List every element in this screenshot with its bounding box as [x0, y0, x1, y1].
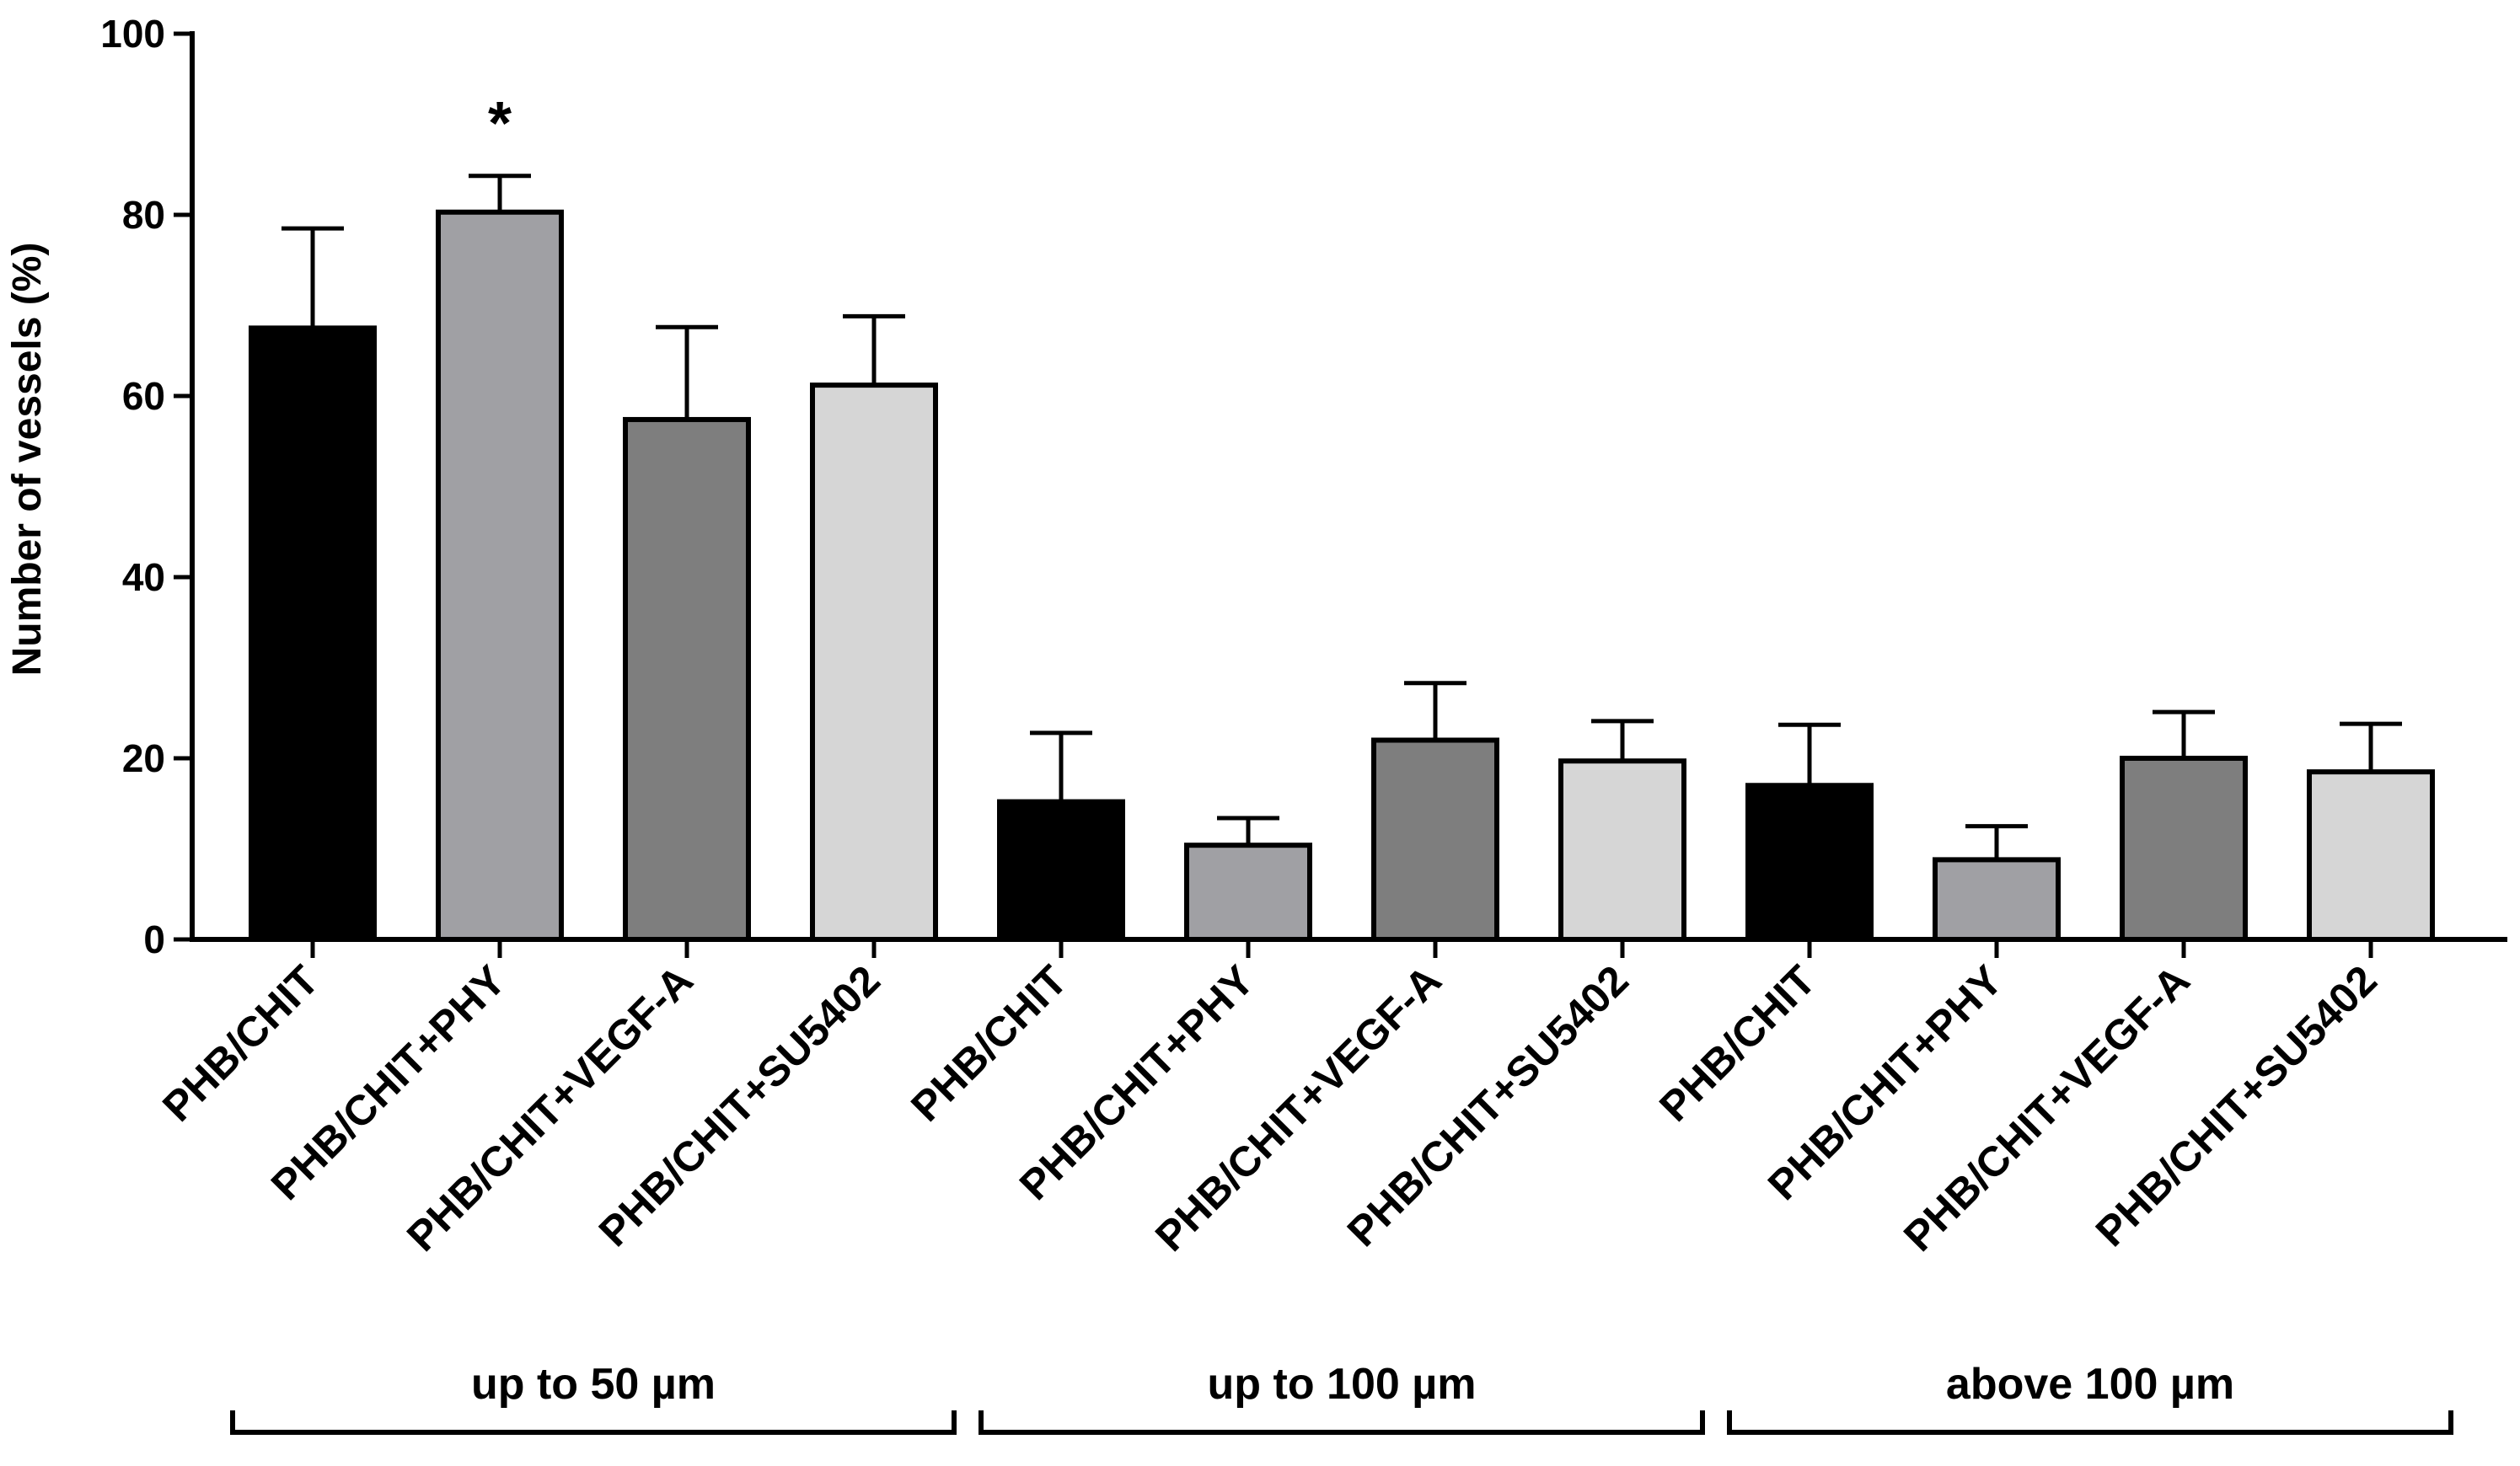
y-tick-label: 40: [122, 555, 165, 599]
bar: [436, 209, 564, 942]
bar: [810, 383, 938, 943]
group-brackets: up to 50 µm up to 100 µm above 100 µm: [230, 1360, 2453, 1435]
y-tick-label: 20: [122, 736, 165, 780]
group-label: above 100 µm: [1946, 1360, 2234, 1409]
bars: *: [249, 90, 2435, 943]
group-bracket: [979, 1410, 1705, 1435]
group-bracket: [230, 1410, 957, 1435]
bar: [1184, 843, 1312, 943]
bar: [1371, 737, 1499, 942]
y-axis-title: Number of vessels (%): [5, 243, 50, 677]
category-label: PHB/CHIT: [902, 956, 1076, 1131]
group-label: up to 50 µm: [471, 1360, 716, 1409]
y-tick-label: 60: [122, 374, 165, 418]
group-label: up to 100 µm: [1208, 1360, 1477, 1409]
y-tick-label: 80: [122, 193, 165, 237]
bar: [1745, 783, 1874, 942]
bar: [249, 325, 377, 942]
bar: [2307, 769, 2435, 942]
category-label: PHB/CHIT: [1650, 956, 1825, 1131]
bar: [2120, 756, 2248, 942]
bar: [997, 799, 1125, 942]
bar: [623, 416, 751, 942]
bar: [1933, 857, 2061, 943]
significance-marker: *: [488, 90, 512, 158]
y-tick-label: 0: [143, 918, 165, 961]
axes: 0 20 40 60 80 100: [100, 12, 2507, 961]
category-label: PHB/CHIT: [153, 956, 328, 1131]
category-labels: PHB/CHITPHB/CHIT+PHYPHB/CHIT+VEGF-APHB/C…: [153, 956, 2386, 1260]
group-bracket: [1727, 1410, 2453, 1435]
bar: [1558, 758, 1686, 942]
y-tick-label: 100: [100, 12, 165, 56]
